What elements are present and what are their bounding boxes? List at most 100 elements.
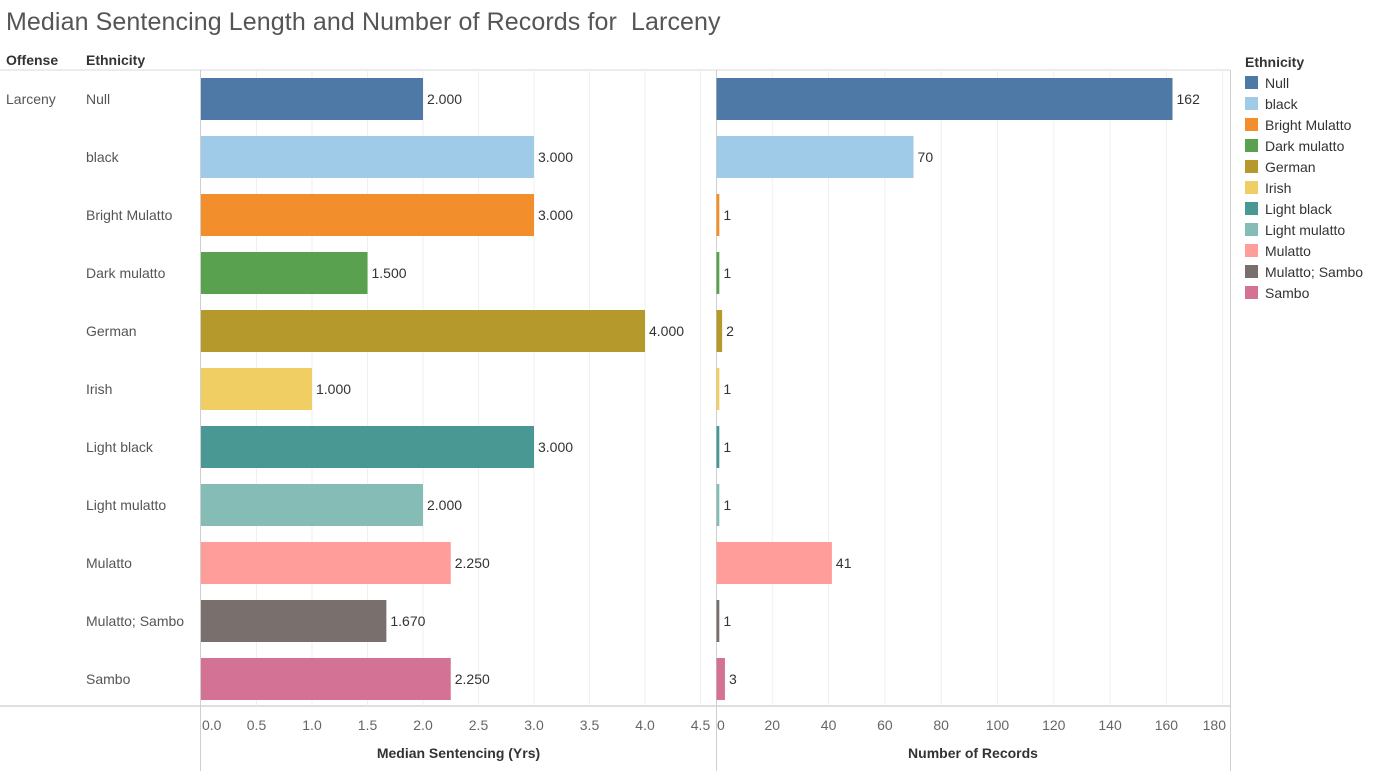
x-tick-label: 0.5 [247,717,267,733]
legend-swatch [1245,76,1258,89]
x-tick-label: 0 [717,717,725,733]
data-label-median-sentencing-yrs-black: 3.000 [538,149,573,165]
ethnicity-label-irish: Irish [86,381,112,397]
ethnicity-label-mulatto: Mulatto [86,555,132,571]
legend-label: Irish [1265,179,1292,196]
data-label-median-sentencing-yrs-bright-mulatto: 3.000 [538,207,573,223]
data-label-number-of-records-bright-mulatto: 1 [723,207,731,223]
bar-median-sentencing-yrs-sambo [201,658,451,700]
legend-label: Null [1265,74,1290,91]
bar-median-sentencing-yrs-black [201,136,534,178]
data-label-median-sentencing-yrs-dark-mulatto: 1.500 [372,265,407,281]
x-tick-label: 3.5 [580,717,600,733]
data-label-number-of-records-black: 70 [918,149,934,165]
data-label-median-sentencing-yrs-sambo: 2.250 [455,671,490,687]
x-tick-label: 3.0 [524,717,544,733]
legend-label: Bright Mulatto [1265,116,1352,133]
data-label-number-of-records-dark-mulatto: 1 [723,265,731,281]
legend-swatch [1245,202,1258,215]
data-label-median-sentencing-yrs-mulatto-sambo: 1.670 [390,613,425,629]
x-tick-label: 4.0 [635,717,655,733]
legend-item-sambo[interactable]: Sambo [1245,282,1363,303]
bar-number-of-records-black [716,136,914,178]
legend-item-german[interactable]: German [1245,156,1363,177]
x-axis-title: Median Sentencing (Yrs) [377,745,540,761]
data-label-number-of-records-null: 162 [1177,91,1201,107]
legend-title: Ethnicity [1245,54,1305,70]
legend-label: Mulatto [1265,242,1311,259]
legend-label: Mulatto; Sambo [1265,263,1364,280]
offense-header: Offense [6,52,59,68]
legend-item-null[interactable]: Null [1245,72,1363,93]
legend-label: black [1265,95,1298,112]
legend-label: Light black [1265,200,1332,217]
data-label-median-sentencing-yrs-light-mulatto: 2.000 [427,497,462,513]
x-tick-label: 2.0 [413,717,433,733]
bar-median-sentencing-yrs-bright-mulatto [201,194,534,236]
data-label-median-sentencing-yrs-irish: 1.000 [316,381,351,397]
legend-item-light-black[interactable]: Light black [1245,198,1363,219]
x-tick-label: 40 [821,717,837,733]
data-label-number-of-records-irish: 1 [723,381,731,397]
legend-swatch [1245,118,1258,131]
x-tick-label: 1.5 [358,717,378,733]
x-tick-label: 60 [877,717,893,733]
legend-item-irish[interactable]: Irish [1245,177,1363,198]
x-axis-title: Number of Records [908,745,1038,761]
bar-median-sentencing-yrs-light-black [201,426,534,468]
ethnicity-label-mulatto-sambo: Mulatto; Sambo [86,613,184,629]
data-label-number-of-records-light-mulatto: 1 [723,497,731,513]
bar-number-of-records-dark-mulatto [716,252,720,294]
bar-median-sentencing-yrs-german [201,310,645,352]
data-label-number-of-records-sambo: 3 [729,671,737,687]
ethnicity-label-dark-mulatto: Dark mulatto [86,265,166,281]
x-tick-label: 140 [1098,717,1122,733]
offense-label: Larceny [6,91,56,107]
legend-swatch [1245,265,1258,278]
legend-item-dark-mulatto[interactable]: Dark mulatto [1245,135,1363,156]
legend-item-light-mulatto[interactable]: Light mulatto [1245,219,1363,240]
legend-label: Dark mulatto [1265,137,1345,154]
legend-swatch [1245,160,1258,173]
chart-title: Median Sentencing Length and Number of R… [6,8,721,36]
bar-median-sentencing-yrs-light-mulatto [201,484,423,526]
data-label-number-of-records-german: 2 [726,323,734,339]
legend-swatch [1245,97,1258,110]
bar-number-of-records-bright-mulatto [716,194,720,236]
bar-number-of-records-mulatto [716,542,832,584]
bar-median-sentencing-yrs-irish [201,368,312,410]
legend-item-bright-mulatto[interactable]: Bright Mulatto [1245,114,1363,135]
x-tick-label: 120 [1042,717,1066,733]
data-label-number-of-records-light-black: 1 [723,439,731,455]
x-tick-label: 80 [933,717,949,733]
ethnicity-label-sambo: Sambo [86,671,131,687]
x-tick-label: 160 [1155,717,1179,733]
bar-median-sentencing-yrs-dark-mulatto [201,252,368,294]
x-tick-label: 2.5 [469,717,489,733]
bar-number-of-records-light-black [716,426,720,468]
legend-item-mulatto-sambo[interactable]: Mulatto; Sambo [1245,261,1363,282]
x-tick-label: 180 [1203,717,1227,733]
legend-label: German [1265,158,1316,175]
bar-chart: 0.0 0.5 1.0 1.5 2.0 2.5 3.0 3.5 4.0 4.5 Median Sen… [0,69,1231,771]
data-label-number-of-records-mulatto-sambo: 1 [723,613,731,629]
legend-swatch [1245,181,1258,194]
ethnicity-label-bright-mulatto: Bright Mulatto [86,207,173,223]
legend-item-mulatto[interactable]: Mulatto [1245,240,1363,261]
legend-swatch [1245,223,1258,236]
bar-number-of-records-mulatto-sambo [716,600,720,642]
legend-item-black[interactable]: black [1245,93,1363,114]
ethnicity-label-light-mulatto: Light mulatto [86,497,166,513]
legend-swatch [1245,139,1258,152]
data-label-median-sentencing-yrs-german: 4.000 [649,323,684,339]
legend: Ethnicity Null black Bright Mulatto Dark mu… [1245,54,1363,303]
bar-median-sentencing-yrs-mulatto-sambo [201,600,387,642]
x-tick-label: 1.0 [302,717,322,733]
ethnicity-label-light-black: Light black [86,439,154,455]
ethnicity-label-null: Null [86,91,110,107]
data-label-median-sentencing-yrs-mulatto: 2.250 [455,555,490,571]
x-tick-label: 20 [765,717,781,733]
data-label-number-of-records-mulatto: 41 [836,555,852,571]
legend-swatch [1245,244,1258,257]
bar-number-of-records-light-mulatto [716,484,720,526]
